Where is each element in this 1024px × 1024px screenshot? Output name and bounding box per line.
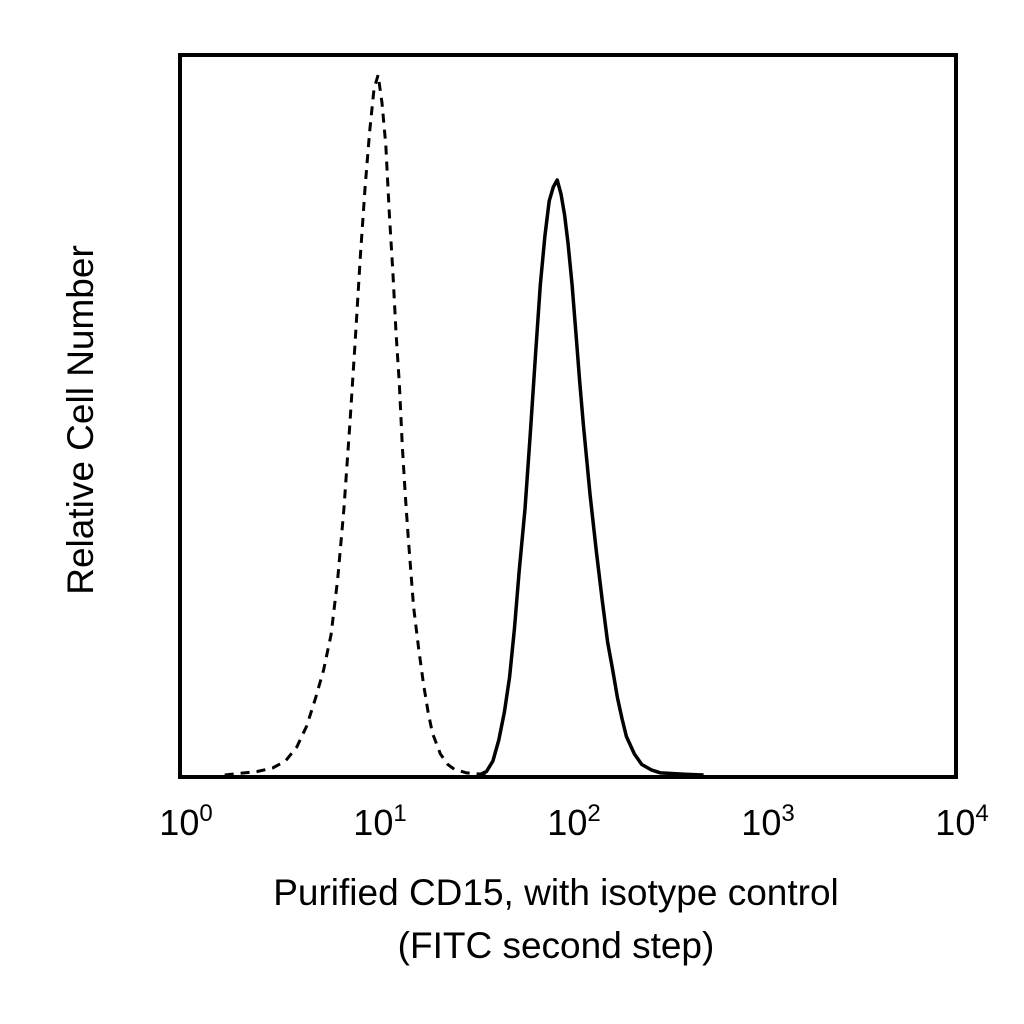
x-tick-exponent: 0	[199, 800, 212, 827]
x-tick-exponent: 1	[393, 800, 406, 827]
isotype-control-histogram	[224, 73, 491, 777]
x-tick-label: 100	[159, 800, 212, 843]
x-tick-exponent: 4	[975, 800, 988, 827]
x-tick-base: 10	[547, 802, 587, 843]
x-tick-label: 103	[741, 800, 794, 843]
x-tick-exponent: 3	[781, 800, 794, 827]
x-tick-label: 104	[935, 800, 988, 843]
x-axis-label-line1: Purified CD15, with isotype control	[273, 872, 839, 913]
x-tick-base: 10	[353, 802, 393, 843]
x-tick-base: 10	[159, 802, 199, 843]
x-tick-base: 10	[741, 802, 781, 843]
x-tick-label: 102	[547, 800, 600, 843]
plot-frame	[178, 53, 958, 779]
x-tick-labels: 100 101 102 103 104	[159, 800, 988, 843]
cd15-histogram	[478, 178, 704, 777]
y-axis-label: Relative Cell Number	[60, 245, 101, 595]
x-tick-label: 101	[353, 800, 406, 843]
x-tick-base: 10	[935, 802, 975, 843]
x-tick-exponent: 2	[587, 800, 600, 827]
series-layer	[224, 73, 704, 777]
x-axis-label-line2: (FITC second step)	[398, 925, 715, 966]
